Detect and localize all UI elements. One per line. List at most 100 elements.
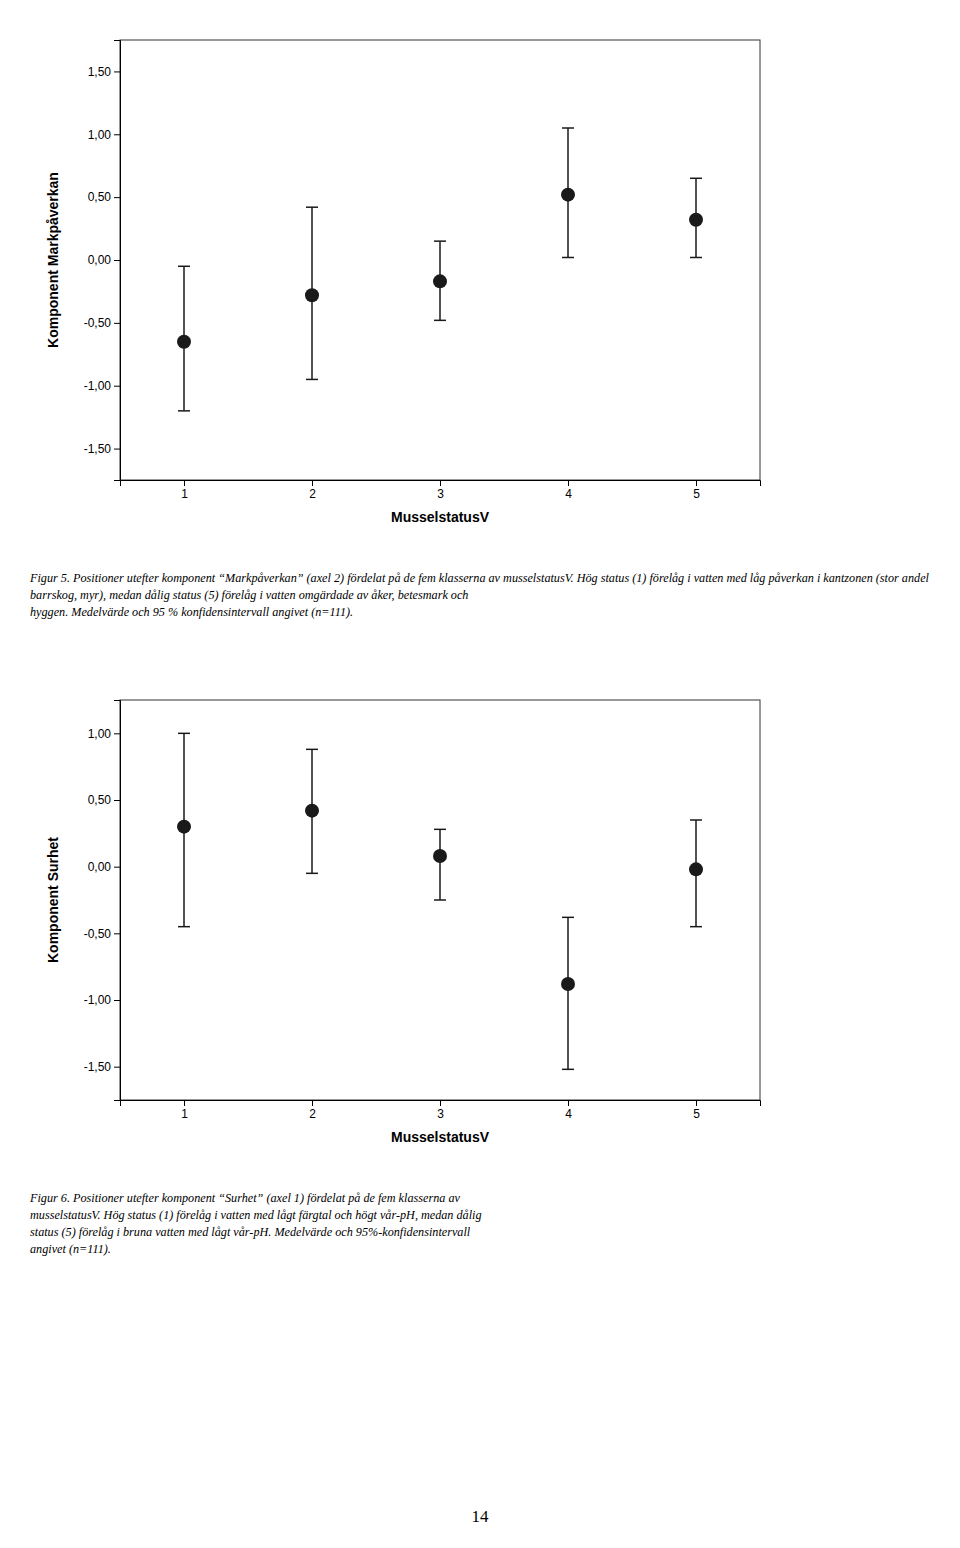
error-bar-cap-high [690, 819, 702, 821]
y-tick-label: 0,00 [88, 253, 112, 267]
x-tick-mark [184, 1100, 185, 1106]
x-axis-line [121, 481, 761, 487]
error-bar-cap-low [690, 257, 702, 259]
error-bar-line [567, 917, 569, 1069]
error-bar [690, 820, 702, 927]
y-tick: -1,00 [84, 379, 120, 393]
mean-point [561, 977, 575, 991]
y-tick-mark [114, 1000, 120, 1001]
y-axis-title: Komponent Surhet [45, 837, 61, 963]
error-bar [434, 241, 446, 320]
y-tick-label: -1,00 [84, 379, 112, 393]
x-tick-mark [568, 1100, 569, 1106]
mean-point [433, 849, 447, 863]
y-tick-mark [114, 867, 120, 868]
page: -1,50-1,00-0,500,000,501,001,5012345Muss… [0, 0, 960, 1548]
x-tick-mark [312, 480, 313, 486]
error-bar-cap-high [434, 829, 446, 831]
y-tick-mark [114, 71, 120, 72]
y-tick-mark [114, 197, 120, 198]
y-tick-label: 0,50 [88, 793, 112, 807]
y-tick-mark [114, 323, 120, 324]
mean-point [305, 288, 319, 302]
error-bar-cap-high [178, 733, 190, 735]
x-tick-label: 3 [437, 487, 444, 501]
x-tick: 1 [181, 480, 188, 501]
plot-frame [120, 700, 760, 1100]
chart: -1,50-1,00-0,500,000,501,001,5012345Muss… [45, 40, 761, 525]
error-bar-cap-low [562, 257, 574, 259]
x-tick-mark [696, 1100, 697, 1106]
error-bar [690, 178, 702, 257]
mean-point [177, 335, 191, 349]
y-tick-mark [114, 1067, 120, 1068]
caption-line: musselstatusV. Hög status (1) förelåg i … [30, 1208, 482, 1222]
x-tick-mark [440, 480, 441, 486]
y-tick: -0,50 [84, 316, 120, 330]
x-tick-label: 2 [309, 1107, 316, 1121]
y-tick-mark [114, 933, 120, 934]
error-bar-cap-high [306, 749, 318, 751]
x-axis-title: MusselstatusV [391, 1129, 490, 1145]
y-axis: -1,50-1,00-0,500,000,501,00 [84, 701, 121, 1101]
x-tick-label: 1 [181, 487, 188, 501]
x-axis: 1 2 3 4 5 [121, 1100, 761, 1121]
y-axis-line [114, 701, 121, 1101]
x-tick: 2 [309, 1100, 316, 1121]
y-tick-label: 0,00 [88, 860, 112, 874]
x-tick: 4 [565, 1100, 572, 1121]
y-tick-mark [114, 134, 120, 135]
error-bar-cap-low [178, 926, 190, 928]
y-tick: 0,50 [88, 190, 120, 204]
x-tick: 1 [181, 1100, 188, 1121]
x-tick-label: 1 [181, 1107, 188, 1121]
x-axis-line [121, 1101, 761, 1107]
error-bar-cap-low [178, 410, 190, 412]
error-bar-cap-low [306, 379, 318, 381]
y-tick-label: 0,50 [88, 190, 112, 204]
error-bar-cap-high [306, 206, 318, 208]
x-tick: 5 [693, 1100, 700, 1121]
x-axis-title: MusselstatusV [391, 509, 490, 525]
x-tick-label: 2 [309, 487, 316, 501]
x-tick-label: 4 [565, 487, 572, 501]
marks [177, 733, 703, 1069]
x-tick-mark [568, 480, 569, 486]
y-tick: -0,50 [84, 927, 120, 941]
y-tick: 0,00 [88, 253, 120, 267]
caption-line: status (5) förelåg i bruna vatten med lå… [30, 1225, 471, 1239]
error-bar [434, 829, 446, 900]
y-tick-mark [114, 449, 120, 450]
x-tick: 3 [437, 1100, 444, 1121]
mean-point [689, 213, 703, 227]
y-axis-line [114, 41, 121, 481]
error-bar-cap-high [562, 127, 574, 129]
error-bar-cap-high [434, 240, 446, 242]
y-tick-label: -0,50 [84, 316, 112, 330]
y-tick-mark [114, 260, 120, 261]
y-tick-label: -1,50 [84, 1060, 112, 1074]
error-bar [178, 733, 190, 926]
y-tick-mark [114, 386, 120, 387]
error-bar [306, 749, 318, 873]
error-bar-cap-low [306, 873, 318, 875]
x-tick: 5 [693, 480, 700, 501]
mean-point [433, 274, 447, 288]
y-axis-title: Komponent Markpåverkan [45, 172, 61, 348]
chart: -1,50-1,00-0,500,000,501,0012345Musselst… [45, 700, 761, 1145]
y-tick-label: -0,50 [84, 927, 112, 941]
mean-point [689, 862, 703, 876]
caption-line: Figur 5. Positioner utefter komponent “M… [29, 571, 930, 585]
caption: Figur 5. Positioner utefter komponent “M… [29, 571, 930, 619]
y-tick-mark [114, 733, 120, 734]
error-bar-cap-low [434, 899, 446, 901]
x-tick: 4 [565, 480, 572, 501]
x-tick-label: 4 [565, 1107, 572, 1121]
error-bar [562, 128, 574, 257]
caption-line: barrskog, myr), medan dålig status (5) f… [30, 588, 468, 602]
x-axis: 1 2 3 4 5 [121, 480, 761, 501]
y-tick: 1,00 [88, 128, 120, 142]
y-axis: -1,50-1,00-0,500,000,501,001,50 [84, 41, 121, 481]
error-bar-cap-high [562, 917, 574, 919]
error-bar [178, 266, 190, 411]
